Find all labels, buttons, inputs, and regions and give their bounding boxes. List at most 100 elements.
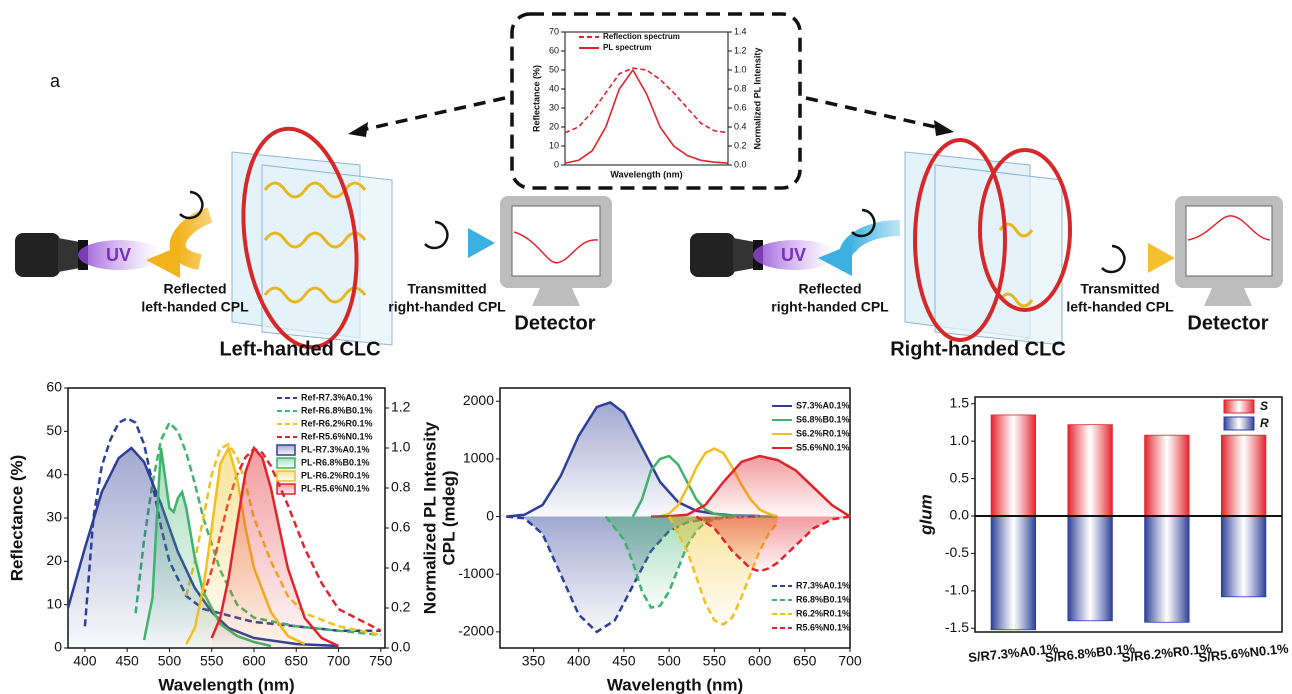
x-axis-label: Wavelength (nm) xyxy=(158,675,294,694)
legend-swatch xyxy=(276,470,296,482)
legend-label: S xyxy=(1260,399,1268,413)
reflected-label: right-handed CPL xyxy=(771,299,889,315)
y-tick-label: -1000 xyxy=(458,565,494,581)
x-tick-label: 400 xyxy=(567,653,591,669)
legend-swatch xyxy=(276,457,296,469)
x-tick-label: 600 xyxy=(748,653,772,669)
legend-swatch xyxy=(276,483,296,495)
x-tick-label: 650 xyxy=(285,653,309,669)
uv-source xyxy=(15,233,162,277)
area-fill xyxy=(506,402,760,517)
plot-frame xyxy=(564,31,729,166)
legend-label: S6.2%R0.1% xyxy=(796,428,850,438)
y2-tick-label: 0.8 xyxy=(734,83,747,93)
y-tick-label: 40 xyxy=(46,465,62,481)
x-axis-label: Wavelength (nm) xyxy=(607,675,743,694)
y2-tick-label: 0.8 xyxy=(391,479,411,495)
y2-tick-label: 1.0 xyxy=(734,64,747,74)
arrow-head xyxy=(348,122,368,137)
y2-axis-label: Normalized PL Intensity xyxy=(420,421,439,614)
y-tick-label: 70 xyxy=(549,26,559,36)
area-fill xyxy=(605,516,742,608)
bar xyxy=(990,515,1037,631)
x-tick-label: 550 xyxy=(200,653,224,669)
x-tick-label: 500 xyxy=(657,653,681,669)
x-tick-label: 600 xyxy=(242,653,266,669)
series-line xyxy=(695,515,851,573)
series-line xyxy=(564,67,729,134)
y-tick-label: 40 xyxy=(549,83,559,93)
y2-axis-label: Normalized PL Intensity xyxy=(752,48,762,150)
arrow-head xyxy=(934,120,954,136)
y2-tick-label: 0.2 xyxy=(391,599,411,615)
pointer-arrows xyxy=(361,96,941,132)
bar xyxy=(1220,515,1267,598)
legend-label: R6.8%B0.1% xyxy=(796,594,850,604)
area-fill xyxy=(144,448,271,648)
legend-label: S5.6%N0.1% xyxy=(796,442,850,452)
y2-tick-label: 0.4 xyxy=(391,559,411,575)
y2-tick-label: 1.4 xyxy=(734,26,747,36)
detector-label: Detector xyxy=(1187,312,1268,334)
area-fill xyxy=(211,448,339,648)
y-tick-label: 1.5 xyxy=(950,394,970,410)
x-tick-label: 700 xyxy=(838,653,862,669)
y2-tick-label: 1.2 xyxy=(734,45,747,55)
x-tick-label: 700 xyxy=(327,653,351,669)
legend-label: R5.6%N0.1% xyxy=(796,622,850,632)
legend-label: R7.3%A0.1% xyxy=(796,580,850,590)
clc-cell xyxy=(146,126,495,350)
y-axis-label: Reflectance (%) xyxy=(7,455,26,582)
bar xyxy=(1067,515,1113,622)
x-tick-label: 450 xyxy=(115,653,139,669)
y-tick-label: 1000 xyxy=(463,450,494,466)
y2-tick-label: 0.6 xyxy=(391,519,411,535)
y-tick-label: 0 xyxy=(54,639,62,655)
legend-label: R xyxy=(1260,416,1269,430)
detector-monitor xyxy=(500,196,612,306)
series-line xyxy=(210,445,340,648)
bar xyxy=(990,414,1037,517)
y-axis-label: CPL (mdeg) xyxy=(439,470,458,565)
transmitted-label: right-handed CPL xyxy=(388,299,506,315)
y-axis-label: Reflectance (%) xyxy=(531,65,541,132)
transmitted-label: Transmitted xyxy=(407,281,486,297)
area-fill xyxy=(651,456,850,517)
y-tick-label: 30 xyxy=(46,509,62,525)
plot-frame xyxy=(499,387,851,649)
y-tick-label: -1.0 xyxy=(945,582,969,598)
y-tick-label: 0 xyxy=(554,159,559,169)
legend-label: Reflection spectrum xyxy=(603,32,680,41)
transmitted-label: Transmitted xyxy=(1080,281,1159,297)
y2-tick-label: 0.0 xyxy=(734,159,747,169)
x-tick-label: 500 xyxy=(158,653,182,669)
x-tick-label: S/R5.6%N0.1% xyxy=(1198,641,1290,665)
y-tick-label: 1.0 xyxy=(950,432,970,448)
transmitted-label: left-handed CPL xyxy=(1066,299,1174,315)
legend-label: PL-R5.6%N0.1% xyxy=(301,483,370,493)
y2-tick-label: 0.2 xyxy=(734,140,747,150)
legend-label: Ref-R6.8%B0.1% xyxy=(301,405,373,415)
area-fill xyxy=(506,516,760,632)
y-tick-label: 60 xyxy=(46,379,62,395)
y2-tick-label: 1.0 xyxy=(391,439,411,455)
y-tick-label: -2000 xyxy=(458,623,494,639)
legend-swatch xyxy=(1223,399,1255,414)
bar xyxy=(1220,434,1267,517)
legend-label: PL-R6.2%R0.1% xyxy=(301,470,370,480)
legend-label: PL spectrum xyxy=(603,43,651,52)
reflected-label: Reflected xyxy=(798,281,861,297)
reflected-label: left-handed CPL xyxy=(141,299,249,315)
series-line xyxy=(564,68,729,164)
x-tick-label: 400 xyxy=(73,653,97,669)
y-tick-label: -1.5 xyxy=(945,619,969,635)
legend-label: S7.3%A0.1% xyxy=(796,400,850,410)
y-tick-label: 10 xyxy=(46,595,62,611)
y-tick-label: 60 xyxy=(549,45,559,55)
y-tick-label: 30 xyxy=(549,102,559,112)
y-tick-label: 20 xyxy=(549,121,559,131)
x-axis-label: Wavelength (nm) xyxy=(610,169,682,179)
legend-swatch xyxy=(1223,416,1255,431)
y-axis-label: glum xyxy=(916,494,935,536)
